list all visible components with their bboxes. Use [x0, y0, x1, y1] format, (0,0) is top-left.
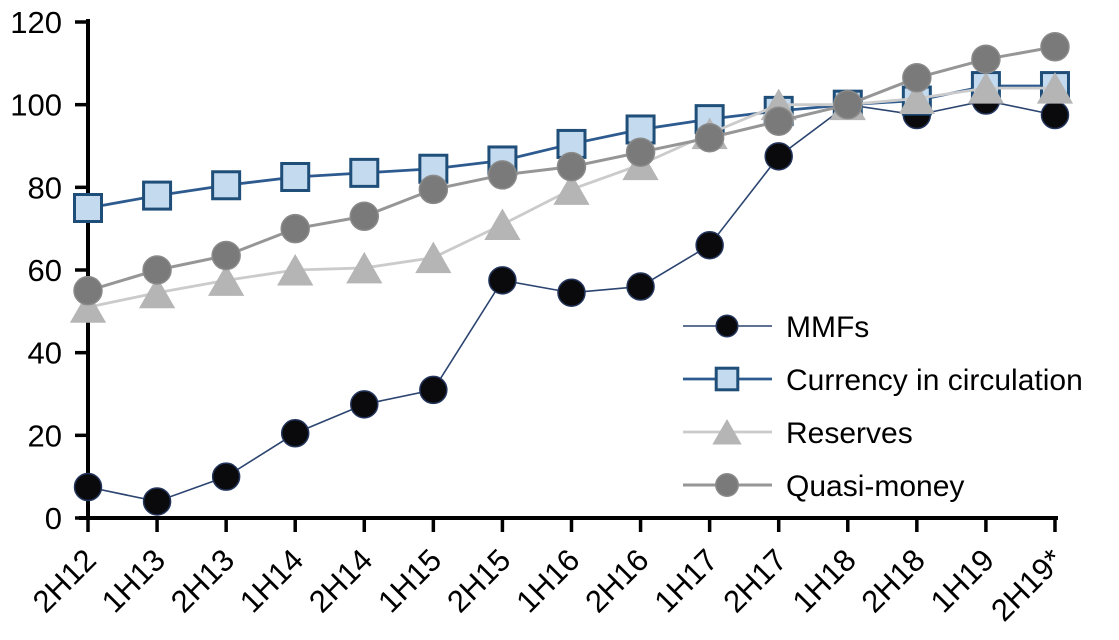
- y-tick-label: 60: [28, 253, 62, 288]
- mmfs-marker: [488, 266, 517, 295]
- y-tick-label: 100: [10, 88, 62, 123]
- x-tick-label: 2H15: [440, 542, 517, 619]
- currency-in-circulation-marker: [625, 114, 656, 145]
- reserves-marker: [415, 241, 452, 274]
- mmfs-marker: [626, 272, 655, 301]
- mmfs-marker: [350, 390, 379, 419]
- quasi-money-marker: [1040, 32, 1070, 62]
- legend-label-mmfs: MMFs: [786, 311, 869, 344]
- quasi-money-marker: [833, 89, 863, 120]
- mmfs-marker: [695, 230, 724, 260]
- x-tick-label: 1H14: [233, 542, 310, 619]
- currency-in-circulation-marker: [349, 157, 380, 188]
- mmfs-marker: [419, 375, 448, 405]
- x-tick-label: 2H13: [164, 542, 241, 619]
- mmfs-marker: [764, 142, 793, 171]
- mmfs-marker: [557, 278, 586, 307]
- quasi-money-marker: [73, 275, 103, 306]
- quasi-money-marker: [715, 473, 739, 497]
- reserves-marker: [967, 72, 1005, 104]
- currency-in-circulation-marker: [714, 366, 740, 392]
- currency-in-circulation-marker: [211, 170, 242, 201]
- reserves-marker: [1036, 72, 1074, 104]
- x-tick-label: 1H18: [786, 542, 863, 619]
- quasi-money-marker: [902, 63, 932, 93]
- mmfs-marker: [715, 314, 739, 338]
- x-tick-label: 2H17: [716, 542, 793, 619]
- y-tick-label: 40: [28, 336, 62, 371]
- quasi-money-marker: [556, 151, 587, 182]
- currency-in-circulation-marker: [142, 180, 173, 211]
- x-tick-label: 2H14: [302, 542, 379, 619]
- mmfs-marker: [73, 472, 103, 502]
- x-tick-label: 2H18: [855, 542, 932, 619]
- reserves-marker: [69, 291, 107, 323]
- quasi-money-marker: [625, 137, 656, 167]
- quasi-money-marker: [694, 122, 725, 153]
- quasi-money-marker: [487, 160, 518, 190]
- legend-label-quasi-money: Quasi-money: [786, 470, 964, 503]
- x-tick-label: 1H16: [509, 542, 586, 619]
- y-tick-label: 0: [45, 501, 62, 536]
- quasi-money-marker: [142, 255, 172, 285]
- mmfs-marker: [280, 419, 310, 448]
- quasi-money-marker: [971, 44, 1001, 74]
- reserves-marker: [346, 251, 383, 284]
- currency-in-circulation-marker: [73, 193, 103, 223]
- x-tick-label: 1H13: [95, 542, 172, 619]
- reserves-marker: [208, 264, 245, 296]
- reserves-marker: [138, 276, 176, 309]
- mmfs-marker: [142, 487, 172, 516]
- y-tick-label: 120: [10, 5, 62, 40]
- quasi-money-marker: [211, 240, 241, 271]
- quasi-money-marker: [349, 201, 380, 232]
- reserves-marker: [484, 208, 521, 241]
- x-tick-label: 1H15: [371, 542, 448, 619]
- reserves-marker: [277, 253, 314, 286]
- legend-label-currency-in-circulation: Currency in circulation: [786, 364, 1083, 397]
- quasi-money-marker: [418, 174, 449, 205]
- y-tick-label: 80: [28, 170, 62, 205]
- mmfs-marker: [1040, 100, 1070, 130]
- reserves-marker: [553, 173, 590, 205]
- y-tick-label: 20: [28, 418, 62, 453]
- legend-label-reserves: Reserves: [786, 417, 913, 450]
- mmfs-marker: [211, 462, 241, 491]
- x-tick-label: 2H16: [578, 542, 655, 619]
- quasi-money-marker: [280, 213, 310, 244]
- currency-in-circulation-marker: [280, 162, 311, 192]
- x-tick-label: 1H17: [647, 542, 724, 619]
- x-tick-label: 2H12: [26, 542, 103, 619]
- quasi-money-marker: [763, 106, 794, 136]
- x-tick-label: 2H19*: [984, 542, 1070, 628]
- reserves-marker: [898, 82, 935, 114]
- reserves-marker: [712, 418, 742, 445]
